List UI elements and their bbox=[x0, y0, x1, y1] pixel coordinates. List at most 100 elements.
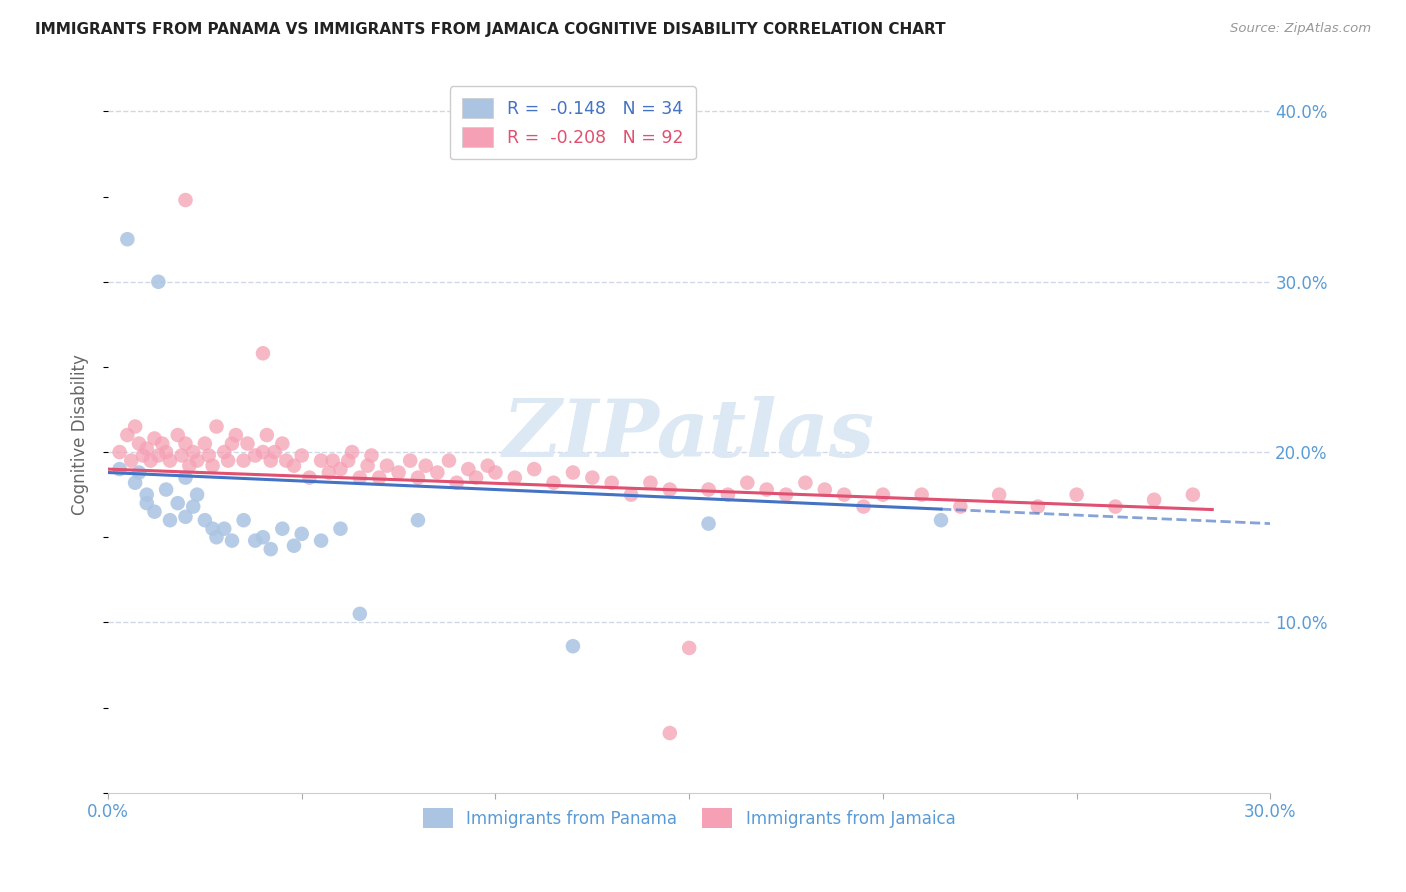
Point bbox=[600, 475, 623, 490]
Point bbox=[221, 533, 243, 548]
Point bbox=[217, 453, 239, 467]
Point bbox=[349, 607, 371, 621]
Point bbox=[291, 526, 314, 541]
Point bbox=[271, 436, 294, 450]
Point bbox=[143, 505, 166, 519]
Point bbox=[108, 462, 131, 476]
Point bbox=[212, 445, 235, 459]
Point bbox=[697, 516, 720, 531]
Point bbox=[1026, 500, 1049, 514]
Point bbox=[775, 488, 797, 502]
Point bbox=[108, 445, 131, 459]
Point bbox=[139, 453, 162, 467]
Text: IMMIGRANTS FROM PANAMA VS IMMIGRANTS FROM JAMAICA COGNITIVE DISABILITY CORRELATI: IMMIGRANTS FROM PANAMA VS IMMIGRANTS FRO… bbox=[35, 22, 946, 37]
Point bbox=[245, 449, 267, 463]
Point bbox=[236, 436, 259, 450]
Point bbox=[523, 462, 546, 476]
Y-axis label: Cognitive Disability: Cognitive Disability bbox=[72, 355, 89, 516]
Point bbox=[260, 542, 283, 557]
Point bbox=[415, 458, 437, 473]
Point bbox=[135, 442, 157, 456]
Point bbox=[197, 449, 219, 463]
Point bbox=[256, 428, 278, 442]
Point bbox=[949, 500, 972, 514]
Point bbox=[291, 449, 314, 463]
Point bbox=[399, 453, 422, 467]
Point bbox=[477, 458, 499, 473]
Point bbox=[128, 436, 150, 450]
Point bbox=[205, 530, 228, 544]
Point bbox=[349, 470, 371, 484]
Point bbox=[561, 466, 583, 480]
Point bbox=[117, 232, 139, 246]
Point bbox=[245, 533, 267, 548]
Point bbox=[309, 453, 332, 467]
Point bbox=[252, 346, 274, 360]
Point bbox=[148, 449, 170, 463]
Point bbox=[484, 466, 506, 480]
Point bbox=[174, 193, 197, 207]
Point bbox=[120, 453, 142, 467]
Point bbox=[737, 475, 759, 490]
Point bbox=[166, 496, 188, 510]
Text: ZIPatlas: ZIPatlas bbox=[503, 396, 876, 474]
Point bbox=[252, 445, 274, 459]
Point bbox=[387, 466, 409, 480]
Point bbox=[437, 453, 460, 467]
Point bbox=[260, 453, 283, 467]
Point bbox=[457, 462, 479, 476]
Point bbox=[263, 445, 285, 459]
Point bbox=[911, 488, 934, 502]
Point bbox=[329, 462, 352, 476]
Text: Source: ZipAtlas.com: Source: ZipAtlas.com bbox=[1230, 22, 1371, 36]
Point bbox=[194, 513, 217, 527]
Point bbox=[124, 419, 146, 434]
Point bbox=[283, 458, 305, 473]
Point bbox=[1066, 488, 1088, 502]
Point bbox=[620, 488, 643, 502]
Point bbox=[174, 470, 197, 484]
Point bbox=[252, 530, 274, 544]
Point bbox=[298, 470, 321, 484]
Point bbox=[717, 488, 740, 502]
Point bbox=[225, 428, 247, 442]
Point bbox=[201, 458, 224, 473]
Point bbox=[135, 496, 157, 510]
Point bbox=[678, 640, 700, 655]
Point bbox=[276, 453, 298, 467]
Point bbox=[232, 513, 254, 527]
Point bbox=[155, 483, 177, 497]
Point bbox=[814, 483, 837, 497]
Point bbox=[929, 513, 952, 527]
Legend: Immigrants from Panama, Immigrants from Jamaica: Immigrants from Panama, Immigrants from … bbox=[416, 802, 962, 834]
Point bbox=[337, 453, 360, 467]
Point bbox=[581, 470, 603, 484]
Point bbox=[794, 475, 817, 490]
Point bbox=[465, 470, 488, 484]
Point bbox=[1104, 500, 1126, 514]
Point bbox=[426, 466, 449, 480]
Point bbox=[658, 483, 681, 497]
Point bbox=[446, 475, 468, 490]
Point bbox=[329, 522, 352, 536]
Point bbox=[852, 500, 875, 514]
Point bbox=[232, 453, 254, 467]
Point bbox=[543, 475, 565, 490]
Point bbox=[179, 458, 201, 473]
Point bbox=[755, 483, 778, 497]
Point bbox=[132, 449, 155, 463]
Point bbox=[368, 470, 391, 484]
Point bbox=[640, 475, 662, 490]
Point bbox=[194, 436, 217, 450]
Point bbox=[340, 445, 363, 459]
Point bbox=[174, 436, 197, 450]
Point bbox=[201, 522, 224, 536]
Point bbox=[697, 483, 720, 497]
Point bbox=[159, 453, 181, 467]
Point bbox=[832, 488, 855, 502]
Point bbox=[159, 513, 181, 527]
Point bbox=[186, 453, 208, 467]
Point bbox=[205, 419, 228, 434]
Point bbox=[360, 449, 382, 463]
Point bbox=[186, 488, 208, 502]
